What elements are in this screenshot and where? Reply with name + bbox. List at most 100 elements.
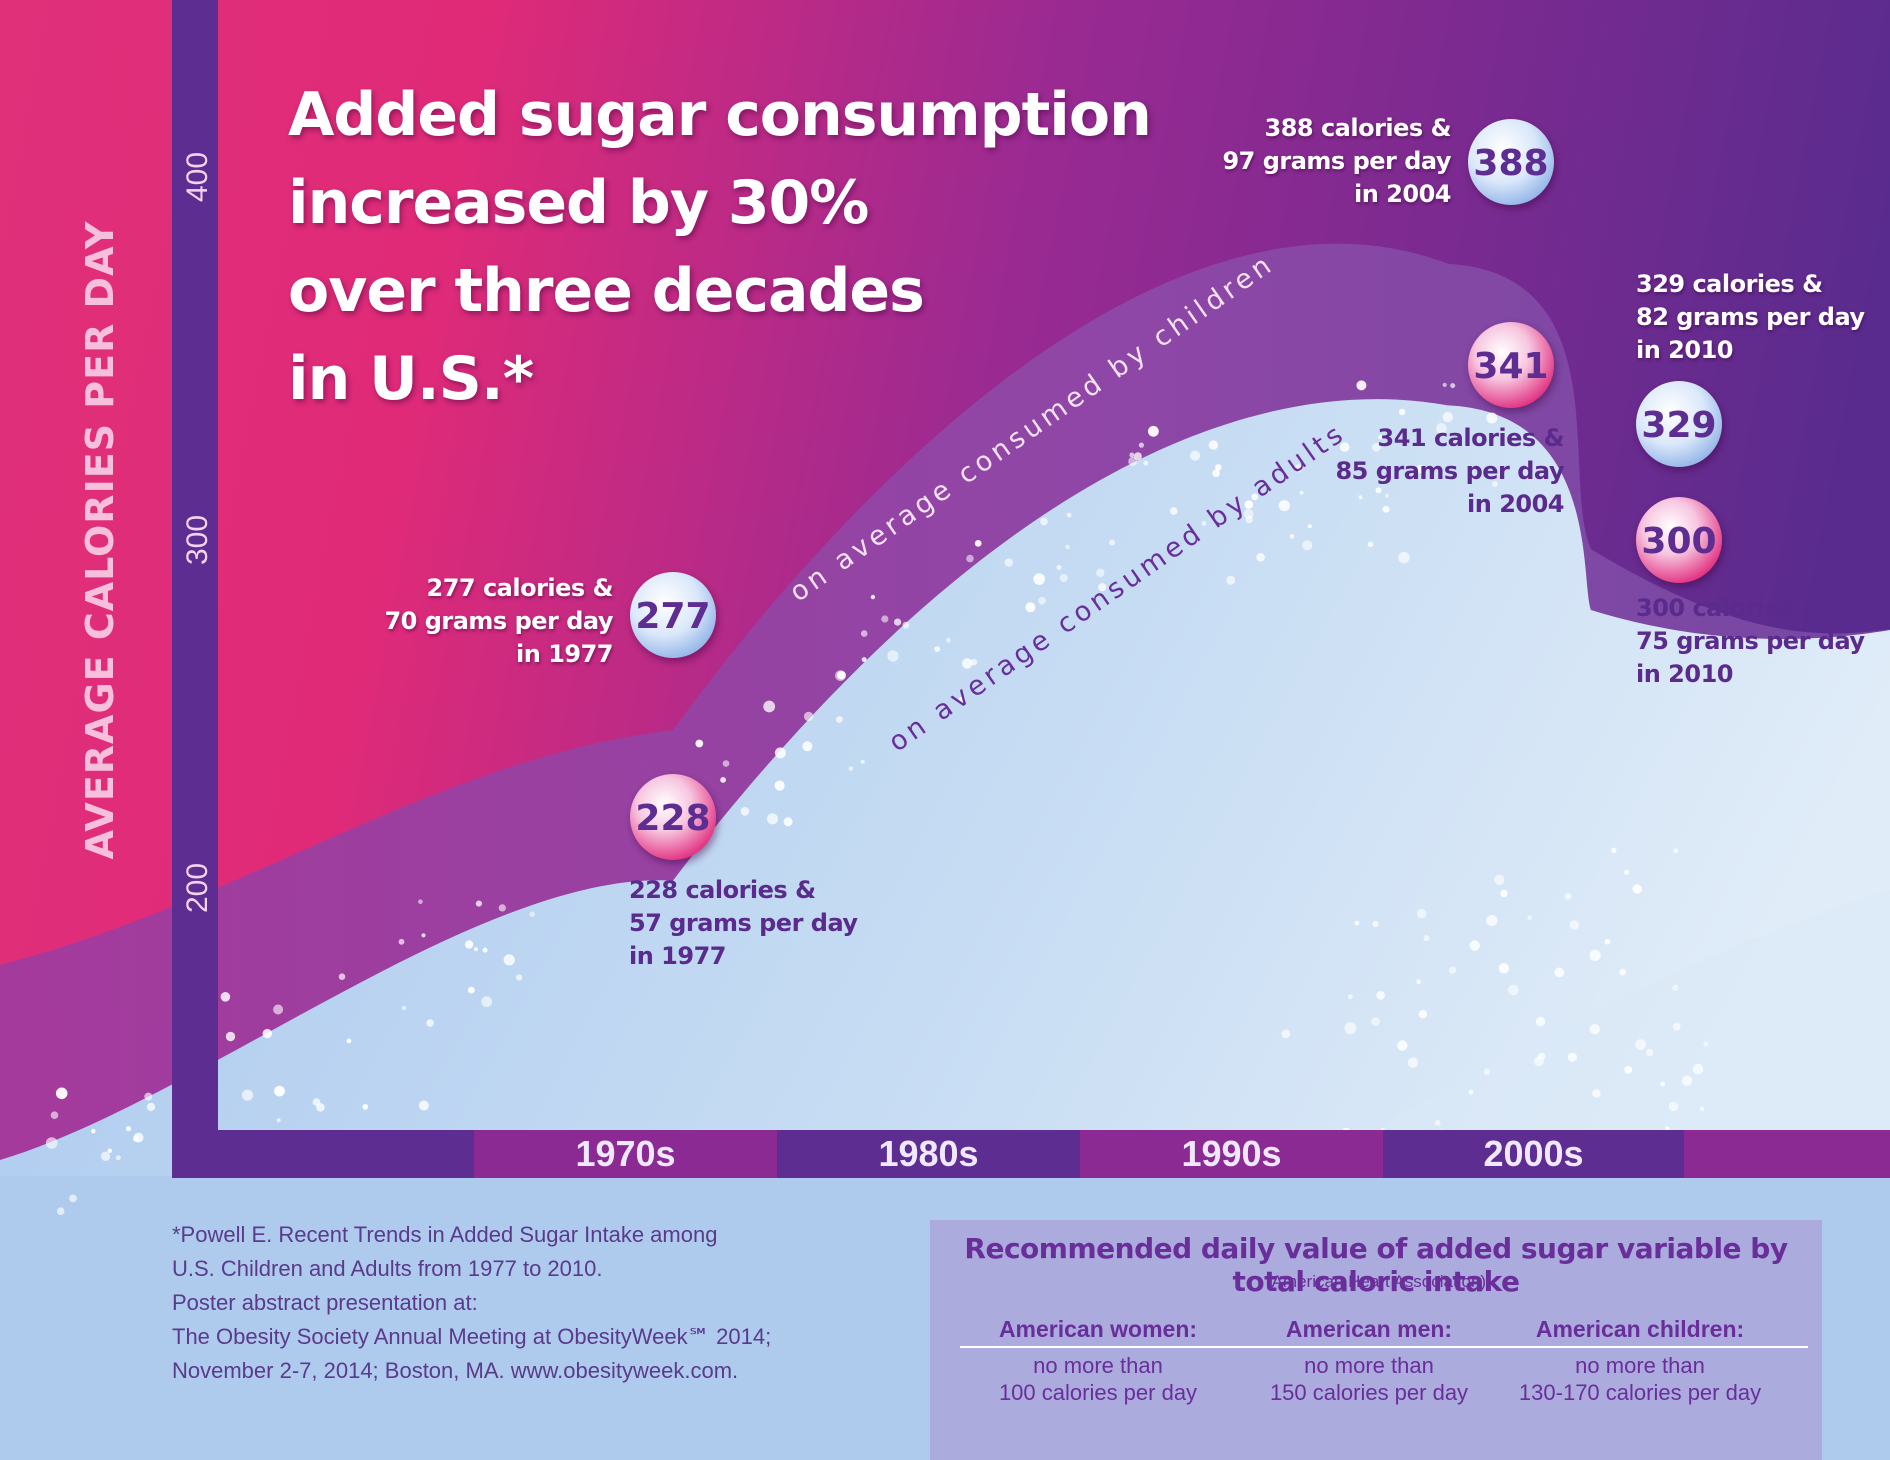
title-line-1: Added sugar consumption [288,80,1152,150]
badge-value: 277 [635,596,710,637]
sugar-dot [338,973,346,980]
sugar-dot [763,700,776,713]
decade-band-1970s [474,1130,777,1178]
sugar-dot [1278,500,1290,512]
footnote-line: The Obesity Society Annual Meeting at Ob… [172,1324,772,1349]
sugar-dot [481,996,493,1008]
annotation-adults-2010: 300 calories & 75 grams per day in 2010 [1636,594,1865,688]
sugar-dot [1038,597,1046,605]
sugar-dot [946,637,951,643]
sugar-dot [1065,544,1070,550]
footnote-line: November 2-7, 2014; Boston, MA. www.obes… [172,1358,739,1383]
sugar-dot [1133,452,1142,461]
badge-value: 388 [1473,143,1548,184]
sugar-dot [474,947,478,952]
sugar-dot [1604,938,1611,945]
sugar-dot [1564,893,1572,900]
sugar-dot [1449,966,1457,974]
sugar-dot [1416,979,1421,984]
sugar-dot [1672,1022,1681,1031]
sugar-dot [55,1087,68,1100]
sugar-dot [1483,1068,1491,1075]
sugar-dot [1025,602,1036,613]
footnote-line: U.S. Children and Adults from 1977 to 20… [172,1256,603,1281]
sugar-dot [783,817,793,827]
sugar-dot [1371,1017,1380,1026]
sugar-dot [1527,915,1532,920]
sugar-dot [1468,1089,1474,1095]
sugar-dot [1632,884,1642,894]
footnote: *Powell E. Recent Trends in Added Sugar … [172,1218,771,1388]
sugar-dot [1508,984,1519,996]
sugar-dot [1347,994,1353,1000]
sugar-dot [362,1104,369,1110]
badge-circle [630,572,716,658]
badge-value: 341 [1473,346,1548,387]
sugar-dot [1611,847,1617,854]
sugar-dot [1302,540,1313,551]
sugar-dot [1215,464,1222,471]
sugar-dot [1212,469,1220,478]
x-axis-bar [172,1130,1890,1178]
badge-circle [1636,381,1722,467]
sugar-dot [1672,984,1679,991]
sugar-dot [958,696,966,704]
sugar-dot [1066,512,1072,518]
sugar-dot [1397,1040,1408,1051]
sugar-dot [421,933,426,938]
sugar-dot [894,618,902,626]
sugar-dot [1442,382,1447,387]
sugar-dot [1450,383,1456,389]
sugar-dot [1592,1089,1601,1098]
sugar-dot [1148,425,1159,437]
badge-value: 300 [1641,521,1716,562]
sugar-dot [1434,1119,1441,1126]
sugar-dot [1281,1029,1291,1039]
sugar-dot [1358,495,1363,500]
sugar-dot [1673,848,1679,854]
badge-circle [1468,119,1554,205]
sugar-dot [1244,500,1254,509]
annotation-adults-2004: 341 calories & 85 grams per day in 2004 [1335,424,1564,518]
sugar-dot [1668,1101,1679,1112]
sugar-dot [1382,505,1390,513]
y-axis-bar [172,0,218,1176]
sugar-dot [695,739,704,748]
sugar-dot [962,658,973,669]
sugar-dot [464,940,474,949]
sugar-dot [774,747,786,759]
sugar-dot [100,1151,111,1162]
sugar-dot [1226,575,1236,585]
sugar-dot [467,986,475,994]
x-tick-1980s: 1980s [878,1133,979,1174]
sugar-dot [1398,551,1410,564]
sugar-dot [1190,450,1201,461]
sugar-dot [1375,487,1382,494]
sugar-dot [836,716,843,723]
sugar-dot [740,807,750,816]
recommendation-women: American women: no more than 100 calorie… [998,1316,1198,1405]
sugar-dot [1660,1081,1666,1087]
sugar-dot [274,1085,285,1097]
sugar-dot [902,621,910,629]
recommendation-source: (American Heart Association) [1265,1272,1487,1291]
sugar-dot [426,1019,434,1027]
sugar-dot [1109,539,1116,546]
sugar-dot [1418,1010,1428,1019]
sugar-dot [418,899,423,904]
sugar-dot [934,646,941,652]
sugar-dot [1624,869,1630,875]
sugar-dot [720,777,726,783]
sugar-dot [50,1111,59,1119]
sugar-dot [1569,920,1580,930]
sugar-dot [1665,1126,1670,1131]
sugar-dot [1096,568,1105,577]
sugar-dot [1143,460,1149,466]
sugar-dot [722,760,730,767]
sugar-dot [848,766,854,771]
recommendation-box: Recommended daily value of added sugar v… [930,1220,1822,1460]
sugar-dot [966,554,974,563]
sugar-dot [1567,1052,1577,1062]
sugar-dot [115,1155,121,1161]
recommendation-divider [960,1346,1808,1348]
